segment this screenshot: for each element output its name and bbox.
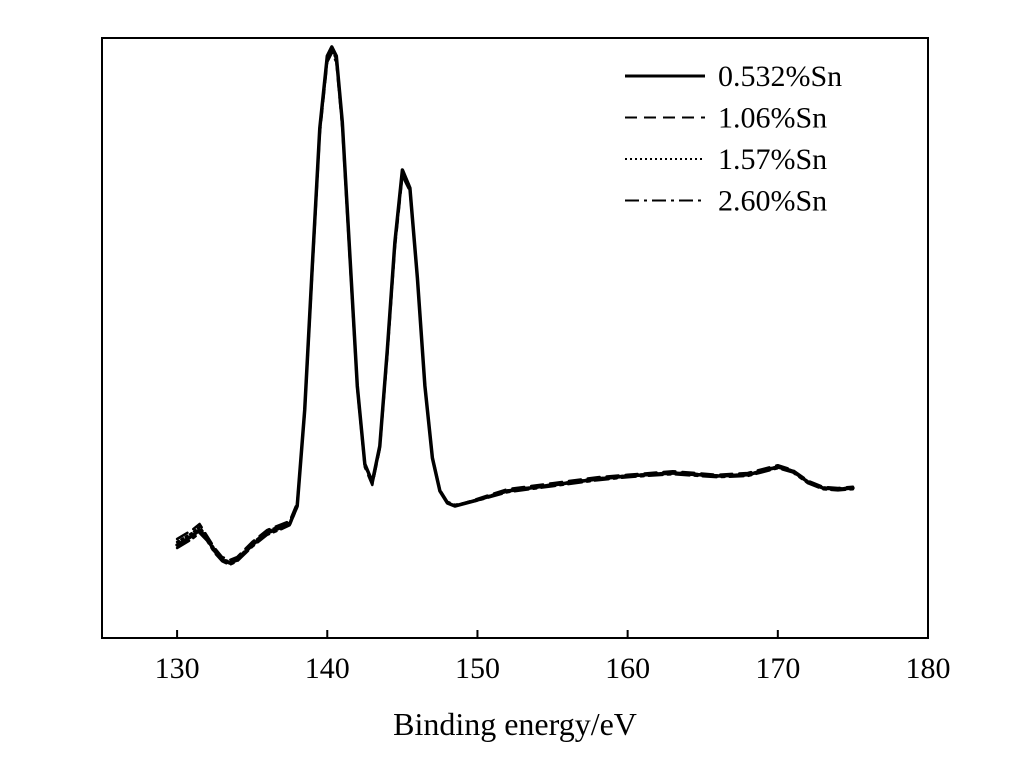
x-tick-label: 140	[305, 652, 350, 685]
x-tick-label: 180	[906, 652, 951, 685]
legend-label-1: 0.532%Sn	[718, 60, 842, 93]
x-tick-label: 150	[455, 652, 500, 685]
legend-label-4: 2.60%Sn	[718, 185, 827, 218]
plot-frame	[101, 37, 929, 639]
legend-label-2: 1.06%Sn	[718, 102, 827, 135]
x-tick-label: 160	[605, 652, 650, 685]
series-line-4	[175, 47, 855, 567]
x-axis: 130 140 150 160 170 180	[155, 630, 951, 685]
series-layer	[175, 45, 855, 567]
legend: 0.532%Sn 1.06%Sn 1.57%Sn 2.60%Sn	[625, 60, 842, 218]
x-tick-label: 130	[155, 652, 200, 685]
x-tick-label: 170	[755, 652, 800, 685]
legend-label-3: 1.57%Sn	[718, 143, 827, 176]
series-line-3	[175, 48, 855, 564]
x-axis-title: Binding energy/eV	[393, 706, 637, 742]
